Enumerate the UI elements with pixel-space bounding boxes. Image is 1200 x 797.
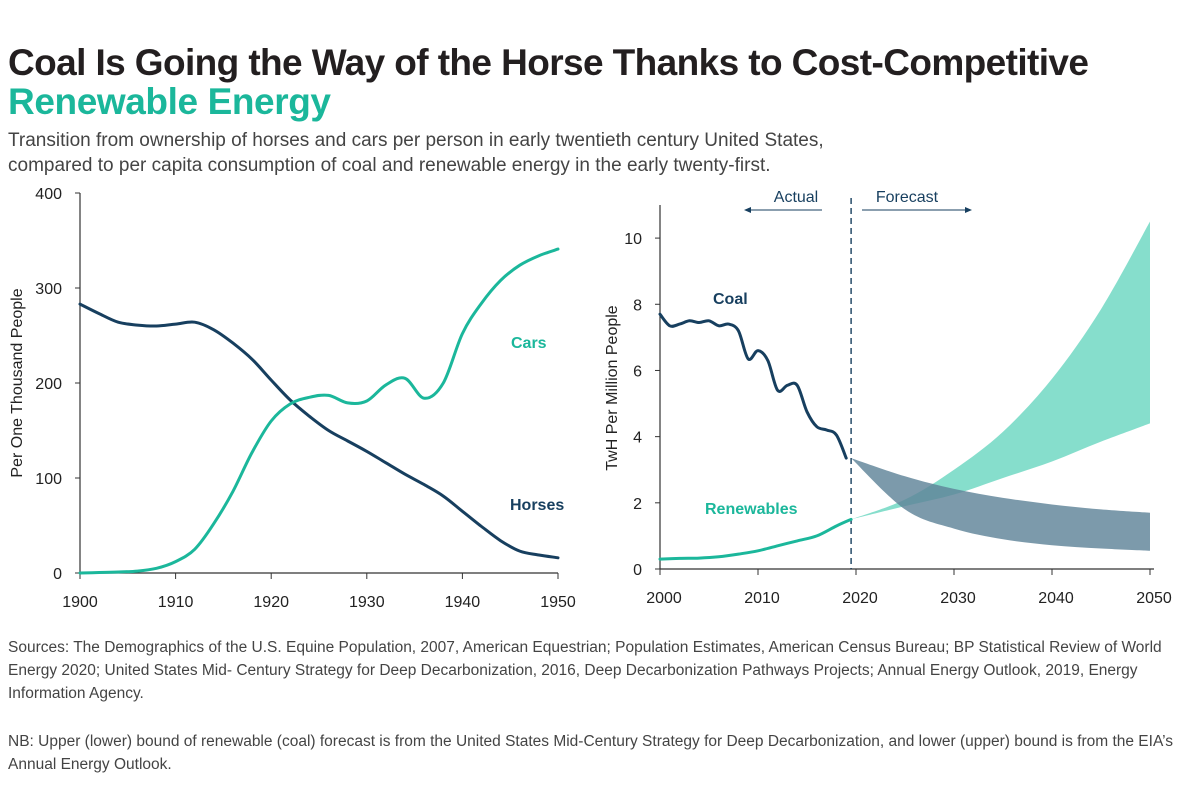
x-tick-label: 1950 (540, 594, 576, 611)
horses-cars-chart: 0 100 200 300 400 1900 1910 1920 1930 1940 1950 Per… (9, 186, 576, 611)
forecast-band-coal (851, 458, 1150, 551)
x-tick-label: 2030 (940, 590, 976, 607)
title-block: Coal Is Going the Way of the Horse Thank… (8, 44, 1188, 178)
y-tick-label: 2 (633, 496, 642, 513)
series-line-horses (78, 302, 560, 560)
y-tick-label: 6 (633, 363, 642, 380)
y-tick-label: 0 (633, 562, 642, 579)
x-tick-label: 2020 (842, 590, 878, 607)
chart-title-line2: Renewable Energy (8, 81, 331, 122)
y-tick-label: 8 (633, 297, 642, 314)
x-tick-label: 1900 (62, 594, 98, 611)
subtitle-line1: Transition from ownership of horses and … (8, 130, 824, 151)
y-tick-label: 300 (35, 281, 62, 298)
y-tick-label: 4 (633, 430, 642, 447)
y-axis-label: Per One Thousand People (9, 288, 26, 477)
series-line-renewables (658, 517, 853, 561)
series-label-coal: Coal (713, 291, 748, 308)
y-tick-label: 200 (35, 376, 62, 393)
y-tick-label: 10 (624, 231, 642, 248)
series-label-cars: Cars (511, 335, 547, 352)
subtitle-line2: compared to per capita consumption of co… (8, 155, 771, 176)
y-axis-label: TwH Per Million People (604, 305, 621, 471)
series-line-cars (78, 247, 560, 575)
x-tick-label: 2040 (1038, 590, 1074, 607)
x-tick-label: 1910 (158, 594, 194, 611)
actual-arrowhead (744, 207, 751, 213)
series-line-coal (658, 312, 848, 460)
nb-note: NB: Upper (lower) bound of renewable (co… (8, 733, 1174, 773)
forecast-band-renewables (851, 221, 1150, 520)
chart-title-line1: Coal Is Going the Way of the Horse Thank… (8, 42, 1089, 83)
x-tick-label: 2010 (744, 590, 780, 607)
x-tick-label: 1940 (445, 594, 481, 611)
x-tick-label: 2050 (1136, 590, 1172, 607)
series-label-horses: Horses (510, 497, 564, 514)
y-tick-label: 400 (35, 186, 62, 203)
series-label-renewables: Renewables (705, 501, 798, 518)
x-tick-label: 1920 (253, 594, 289, 611)
annotation-actual: Actual (774, 189, 818, 206)
forecast-arrowhead (965, 207, 972, 213)
x-tick-label: 2000 (646, 590, 682, 607)
sources-note: Sources: The Demographics of the U.S. Eq… (8, 639, 1162, 702)
x-tick-label: 1930 (349, 594, 385, 611)
chart-subtitle: Transition from ownership of horses and … (8, 128, 1188, 178)
y-tick-label: 100 (35, 471, 62, 488)
y-tick-label: 0 (53, 566, 62, 583)
coal-renewables-chart: 0 2 4 6 8 10 2000 2010 2020 2030 2040 2050 TwH Per M… (604, 189, 1172, 607)
annotation-forecast: Forecast (876, 189, 939, 206)
